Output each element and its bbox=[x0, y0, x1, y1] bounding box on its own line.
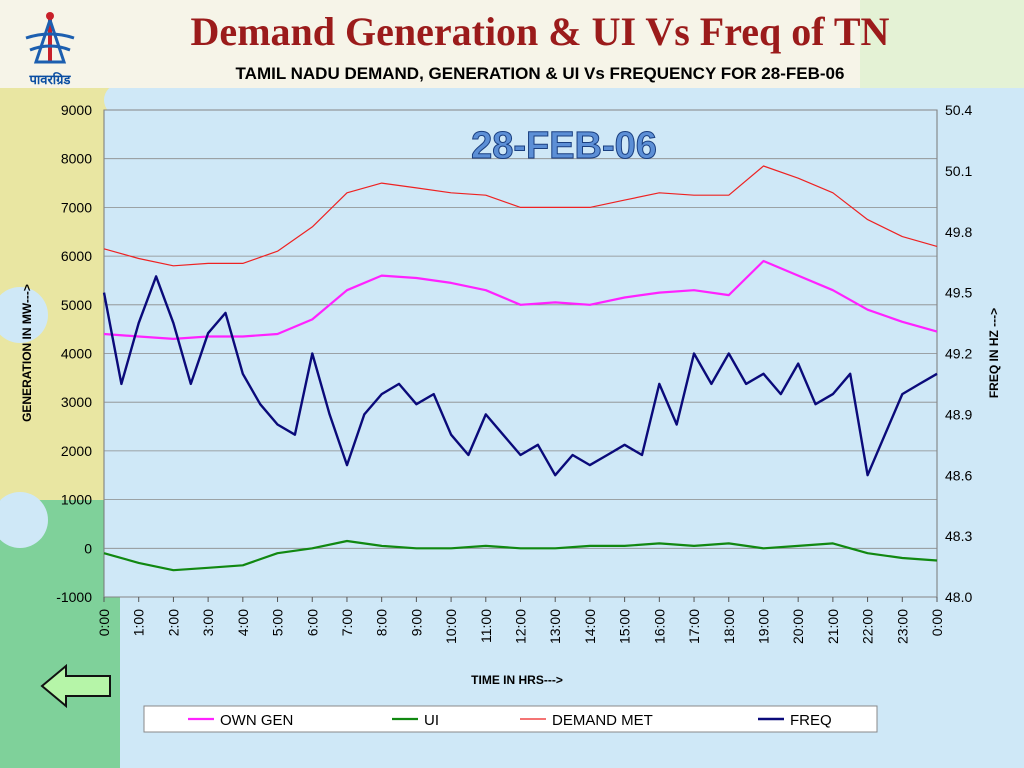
x-tick-label: 17:00 bbox=[686, 609, 702, 644]
x-tick-label: 5:00 bbox=[270, 609, 286, 636]
y2-tick-label: 48.6 bbox=[945, 467, 972, 483]
x-tick-label: 23:00 bbox=[894, 609, 910, 644]
x-tick-label: 7:00 bbox=[339, 609, 355, 636]
legend-label: UI bbox=[424, 712, 439, 729]
y-tick-label: 3000 bbox=[61, 394, 92, 410]
panel-decoration bbox=[104, 84, 136, 116]
y2-tick-label: 49.5 bbox=[945, 285, 972, 301]
y2-tick-label: 48.9 bbox=[945, 406, 972, 422]
x-tick-label: 1:00 bbox=[131, 609, 147, 636]
y2-tick-label: 48.3 bbox=[945, 528, 972, 544]
y-tick-label: 2000 bbox=[61, 443, 92, 459]
x-tick-label: 20:00 bbox=[790, 609, 806, 644]
x-tick-label: 12:00 bbox=[513, 609, 529, 644]
x-tick-label: 0:00 bbox=[929, 609, 945, 636]
x-tick-label: 8:00 bbox=[374, 609, 390, 636]
x-axis-label: TIME IN HRS---> bbox=[471, 673, 563, 687]
x-tick-label: 14:00 bbox=[582, 609, 598, 644]
y2-tick-label: 49.8 bbox=[945, 224, 972, 240]
legend-label: FREQ bbox=[790, 712, 832, 729]
y2-tick-label: 49.2 bbox=[945, 346, 972, 362]
x-tick-label: 10:00 bbox=[443, 609, 459, 644]
logo-text: पावरग्रिड bbox=[29, 72, 71, 87]
y-tick-label: 5000 bbox=[61, 297, 92, 313]
y-axis-left: 9000 8000 7000 6000 5000 4000 3000 2000 1000 0 -10… bbox=[56, 102, 92, 605]
panel-decoration bbox=[0, 492, 48, 548]
powergrid-logo bbox=[25, 12, 75, 64]
x-tick-label: 6:00 bbox=[304, 609, 320, 636]
y-tick-label: 1000 bbox=[61, 492, 92, 508]
logo-wire bbox=[25, 32, 75, 40]
series-line-freq bbox=[102, 275, 938, 477]
back-arrow-shape[interactable] bbox=[40, 664, 111, 708]
x-axis: 0:00 1:00 2:00 3:00 4:00 5:00 6:00 7:00 8:00 9:00… bbox=[96, 597, 945, 644]
x-tick-label: 19:00 bbox=[755, 609, 771, 644]
legend-label: OWN GEN bbox=[220, 712, 293, 729]
panel-decoration bbox=[0, 287, 48, 343]
chart-title: TAMIL NADU DEMAND, GENERATION & UI Vs FR… bbox=[235, 64, 845, 83]
x-tick-label: 2:00 bbox=[165, 609, 181, 636]
y-axis-right: 50.4 50.1 49.8 49.5 49.2 48.9 48.6 48.3 48.0 bbox=[945, 102, 972, 605]
legend-items: OWN GEN UI DEMAND MET FREQ bbox=[188, 712, 832, 729]
y2-axis-label: FREQ IN HZ ---> bbox=[987, 308, 1001, 398]
grid bbox=[104, 109, 937, 598]
logo-pylon bbox=[33, 15, 67, 64]
header-accent bbox=[860, 0, 1024, 88]
x-tick-label: 11:00 bbox=[478, 609, 494, 643]
series-line-own-gen bbox=[103, 259, 938, 340]
logo-top bbox=[46, 12, 54, 20]
y2-tick-label: 50.4 bbox=[945, 102, 972, 118]
y2-tick-label: 50.1 bbox=[945, 163, 972, 179]
x-tick-label: 22:00 bbox=[860, 609, 876, 644]
y-tick-label: 9000 bbox=[61, 102, 92, 118]
chart-annotation: 28-FEB-06 bbox=[471, 125, 657, 167]
logo-wire bbox=[29, 44, 71, 52]
x-tick-label: 13:00 bbox=[547, 609, 563, 644]
logo-tower bbox=[48, 14, 52, 62]
legend-label: DEMAND MET bbox=[552, 712, 653, 729]
series-layer bbox=[102, 165, 938, 572]
x-tick-label: 18:00 bbox=[721, 609, 737, 644]
x-tick-label: 9:00 bbox=[408, 609, 424, 636]
x-tick-label: 21:00 bbox=[825, 609, 841, 644]
y-axis-label: GENERATION IN MW---> bbox=[20, 284, 34, 422]
x-tick-label: 16:00 bbox=[651, 609, 667, 644]
y-tick-label: 6000 bbox=[61, 248, 92, 264]
y2-tick-label: 48.0 bbox=[945, 589, 972, 605]
y-tick-label: 8000 bbox=[61, 151, 92, 167]
header-bar bbox=[0, 0, 1024, 88]
y-tick-label: 7000 bbox=[61, 199, 92, 215]
x-tick-label: 3:00 bbox=[200, 609, 216, 636]
y-tick-label: 4000 bbox=[61, 346, 92, 362]
slide-title: Demand Generation & UI Vs Freq of TN bbox=[190, 9, 890, 54]
series-line-demand-met bbox=[103, 165, 938, 267]
x-tick-label: 15:00 bbox=[617, 609, 633, 644]
series-line-ui bbox=[103, 539, 938, 572]
legend bbox=[143, 705, 878, 733]
y-tick-label: -1000 bbox=[56, 589, 92, 605]
x-tick-label: 4:00 bbox=[235, 609, 251, 636]
x-tick-label: 0:00 bbox=[96, 609, 112, 636]
left-arrow-icon[interactable] bbox=[40, 664, 112, 708]
y-tick-label: 0 bbox=[84, 540, 92, 556]
